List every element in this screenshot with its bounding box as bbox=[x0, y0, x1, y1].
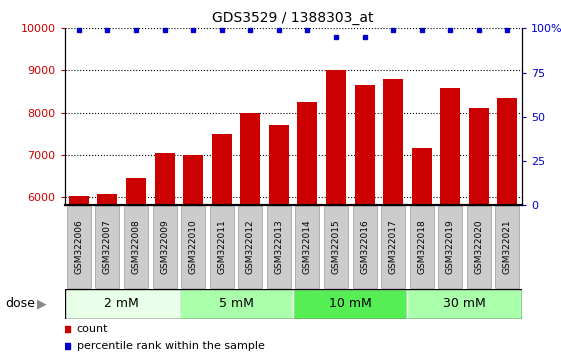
FancyBboxPatch shape bbox=[324, 206, 348, 288]
FancyBboxPatch shape bbox=[293, 289, 407, 319]
Text: count: count bbox=[77, 324, 108, 334]
FancyBboxPatch shape bbox=[238, 206, 262, 288]
FancyBboxPatch shape bbox=[153, 206, 177, 288]
Text: 5 mM: 5 mM bbox=[219, 297, 254, 310]
FancyBboxPatch shape bbox=[352, 206, 376, 288]
Bar bbox=[154, 153, 174, 205]
Text: percentile rank within the sample: percentile rank within the sample bbox=[77, 341, 265, 351]
Text: GSM322018: GSM322018 bbox=[417, 219, 426, 274]
Text: GSM322014: GSM322014 bbox=[303, 219, 312, 274]
Text: ▶: ▶ bbox=[37, 297, 47, 310]
Bar bbox=[355, 85, 375, 205]
Bar bbox=[126, 178, 146, 205]
Bar bbox=[383, 79, 403, 205]
Text: GSM322016: GSM322016 bbox=[360, 219, 369, 274]
Text: GSM322017: GSM322017 bbox=[389, 219, 398, 274]
Text: dose: dose bbox=[6, 297, 35, 310]
Text: GSM322010: GSM322010 bbox=[188, 219, 197, 274]
Bar bbox=[69, 196, 89, 205]
FancyBboxPatch shape bbox=[67, 206, 91, 288]
FancyBboxPatch shape bbox=[381, 206, 405, 288]
Bar bbox=[211, 134, 232, 205]
Text: GSM322009: GSM322009 bbox=[160, 219, 169, 274]
FancyBboxPatch shape bbox=[410, 206, 434, 288]
FancyBboxPatch shape bbox=[495, 206, 519, 288]
Text: GSM322021: GSM322021 bbox=[503, 219, 512, 274]
Bar bbox=[297, 102, 318, 205]
Text: GSM322012: GSM322012 bbox=[246, 219, 255, 274]
Text: 30 mM: 30 mM bbox=[443, 297, 486, 310]
Text: 2 mM: 2 mM bbox=[104, 297, 139, 310]
Text: GSM322006: GSM322006 bbox=[74, 219, 83, 274]
Text: 10 mM: 10 mM bbox=[329, 297, 371, 310]
Bar bbox=[326, 70, 346, 205]
Bar bbox=[440, 88, 460, 205]
Text: GSM322015: GSM322015 bbox=[332, 219, 341, 274]
Text: GSM322013: GSM322013 bbox=[274, 219, 283, 274]
FancyBboxPatch shape bbox=[407, 289, 522, 319]
FancyBboxPatch shape bbox=[179, 289, 293, 319]
FancyBboxPatch shape bbox=[296, 206, 319, 288]
Text: GSM322011: GSM322011 bbox=[217, 219, 226, 274]
Text: GSM322020: GSM322020 bbox=[475, 219, 484, 274]
FancyBboxPatch shape bbox=[210, 206, 234, 288]
Text: GSM322008: GSM322008 bbox=[131, 219, 140, 274]
FancyBboxPatch shape bbox=[438, 206, 462, 288]
Bar bbox=[498, 98, 517, 205]
Text: GSM322019: GSM322019 bbox=[446, 219, 455, 274]
Bar bbox=[269, 125, 289, 205]
Bar bbox=[98, 194, 117, 205]
FancyBboxPatch shape bbox=[467, 206, 491, 288]
Text: GSM322007: GSM322007 bbox=[103, 219, 112, 274]
FancyBboxPatch shape bbox=[124, 206, 148, 288]
FancyBboxPatch shape bbox=[181, 206, 205, 288]
Bar bbox=[469, 108, 489, 205]
Bar bbox=[183, 155, 203, 205]
FancyBboxPatch shape bbox=[267, 206, 291, 288]
Bar bbox=[240, 113, 260, 205]
Bar bbox=[412, 148, 432, 205]
FancyBboxPatch shape bbox=[95, 206, 119, 288]
Text: GDS3529 / 1388303_at: GDS3529 / 1388303_at bbox=[213, 11, 374, 25]
FancyBboxPatch shape bbox=[65, 289, 179, 319]
